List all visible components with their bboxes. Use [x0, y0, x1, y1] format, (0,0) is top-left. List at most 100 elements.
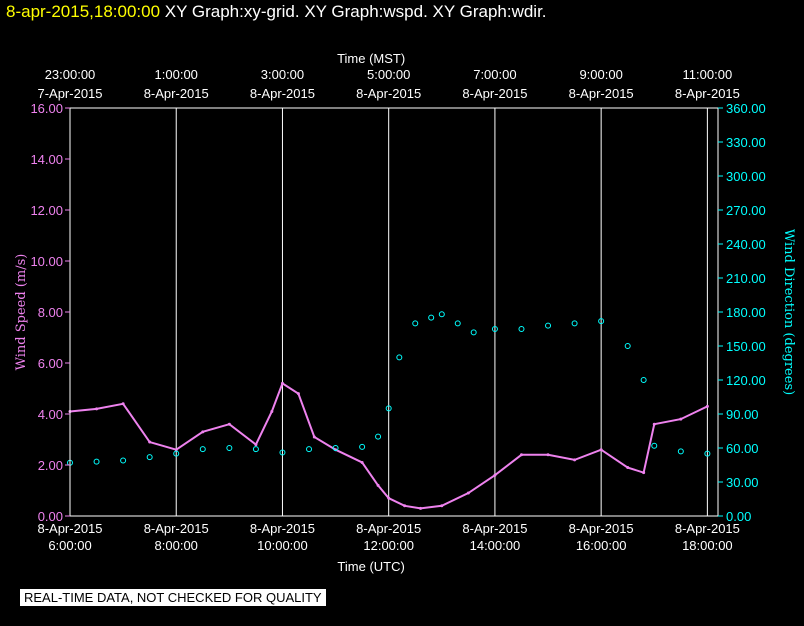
wind-speed-point — [546, 453, 550, 457]
y-right-tick-label: 60.00 — [726, 441, 759, 456]
wind-direction-point — [454, 320, 461, 327]
wind-speed-point — [227, 422, 231, 426]
x-top-tick-date: 8-Apr-2015 — [675, 86, 740, 101]
wind-direction-point — [598, 318, 605, 325]
x-top-tick-time: 23:00:00 — [45, 67, 96, 82]
wind-speed-point — [493, 473, 497, 477]
wind-direction-point — [571, 320, 578, 327]
grid-lines — [69, 108, 708, 516]
x-bottom-tick-date: 8-Apr-2015 — [462, 521, 527, 536]
wind-direction-point — [93, 458, 100, 465]
wind-speed-point — [360, 460, 364, 464]
x-bottom-tick-date: 8-Apr-2015 — [356, 521, 421, 536]
wind-direction-point — [428, 314, 435, 321]
axis-ticks: 8-Apr-2015 6:00:00 23:00:00 7-Apr-2015 8-Apr… — [30, 67, 765, 553]
x-bottom-tick-date: 8-Apr-2015 — [569, 521, 634, 536]
timestamp: 8-apr-2015,18:00:00 — [6, 2, 161, 21]
y-left-axis-title: Wind Speed (m/s) — [14, 254, 29, 371]
wind-direction-point — [677, 448, 684, 455]
y-left-tick-label: 8.00 — [38, 305, 63, 320]
wind-speed-point — [466, 491, 470, 495]
wind-speed-point — [280, 381, 284, 385]
wind-speed-point — [312, 435, 316, 439]
wind-direction-point — [545, 322, 552, 329]
x-top-tick-date: 8-Apr-2015 — [569, 86, 634, 101]
x-bottom-tick-time: 6:00:00 — [48, 538, 91, 553]
wind-direction-point — [640, 377, 647, 383]
wind-speed-point — [403, 504, 407, 508]
y-right-tick-label: 90.00 — [726, 407, 759, 422]
x-bottom-tick-date: 8-Apr-2015 — [250, 521, 315, 536]
wind-speed-point — [148, 440, 152, 444]
y-left-tick-label: 0.00 — [38, 509, 63, 524]
x-top-axis-title: Time (MST) — [337, 51, 405, 66]
chart-header: 8-apr-2015,18:00:00 XY Graph:xy-grid. XY… — [6, 2, 547, 22]
x-bottom-tick-time: 10:00:00 — [257, 538, 308, 553]
wind-speed-point — [174, 448, 178, 452]
x-top-tick-date: 8-Apr-2015 — [144, 86, 209, 101]
wind-direction-point — [385, 405, 392, 412]
quality-notice: REAL-TIME DATA, NOT CHECKED FOR QUALITY — [20, 589, 326, 606]
graph-list: XY Graph:xy-grid. XY Graph:wspd. XY Grap… — [164, 2, 547, 21]
y-left-tick-label: 16.00 — [30, 101, 63, 116]
y-left-tick-label: 4.00 — [38, 407, 63, 422]
y-right-tick-label: 30.00 — [726, 475, 759, 490]
x-bottom-tick-date: 8-Apr-2015 — [675, 521, 740, 536]
y-right-tick-label: 210.00 — [726, 271, 766, 286]
wind-speed-point — [95, 407, 99, 411]
wind-direction-point — [252, 446, 259, 453]
wind-direction-point — [651, 442, 658, 449]
y-right-axis-title: Wind Direction (degrees) — [781, 229, 796, 395]
y-left-tick-label: 12.00 — [30, 203, 63, 218]
y-right-tick-label: 300.00 — [726, 169, 766, 184]
wind-speed-point — [642, 471, 646, 475]
wind-speed-point — [296, 392, 300, 396]
x-top-tick-time: 1:00:00 — [155, 67, 198, 82]
wind-speed-point — [419, 506, 423, 510]
wind-speed-point — [679, 417, 683, 421]
wind-speed-line — [69, 381, 708, 510]
y-right-tick-label: 330.00 — [726, 135, 766, 150]
wind-speed-point — [376, 483, 380, 487]
wind-direction-point — [396, 354, 403, 361]
wind-speed-point — [387, 496, 391, 500]
x-top-tick-time: 5:00:00 — [367, 67, 410, 82]
wind-speed-point — [705, 404, 709, 408]
y-right-tick-label: 0.00 — [726, 509, 751, 524]
wind-speed-point — [519, 453, 523, 457]
y-left-tick-label: 14.00 — [30, 152, 63, 167]
y-right-tick-label: 270.00 — [726, 203, 766, 218]
wind-speed-point — [121, 402, 125, 406]
wind-direction-point — [624, 343, 631, 349]
wind-speed-point — [440, 504, 444, 508]
wind-direction-point — [518, 326, 525, 332]
y-right-tick-label: 120.00 — [726, 373, 766, 388]
x-top-tick-date: 8-Apr-2015 — [250, 86, 315, 101]
wind-direction-point — [199, 446, 206, 453]
x-bottom-tick-date: 8-Apr-2015 — [37, 521, 102, 536]
wind-direction-point — [120, 457, 127, 464]
x-top-tick-date: 7-Apr-2015 — [37, 86, 102, 101]
x-top-tick-time: 9:00:00 — [579, 67, 622, 82]
wind-direction-point — [146, 454, 153, 461]
x-top-tick-time: 7:00:00 — [473, 67, 516, 82]
wind-direction-point — [491, 326, 498, 332]
wind-speed-point — [573, 458, 577, 462]
wind-direction-point — [438, 311, 445, 318]
x-bottom-tick-time: 8:00:00 — [155, 538, 198, 553]
x-top-tick-time: 11:00:00 — [683, 67, 733, 82]
wind-direction-point — [306, 446, 313, 453]
wind-direction-point — [470, 329, 477, 336]
wind-speed-point — [626, 466, 630, 470]
wind-direction-point — [359, 443, 366, 450]
wind-direction-point — [375, 433, 382, 440]
y-right-tick-label: 360.00 — [726, 101, 766, 116]
wind-direction-point — [412, 320, 419, 327]
x-top-tick-date: 8-Apr-2015 — [356, 86, 421, 101]
wind-direction-series — [67, 311, 711, 466]
x-bottom-tick-time: 12:00:00 — [363, 538, 414, 553]
wind-speed-series — [68, 381, 709, 510]
plot-frame — [69, 107, 719, 517]
x-bottom-axis-title: Time (UTC) — [337, 559, 404, 574]
